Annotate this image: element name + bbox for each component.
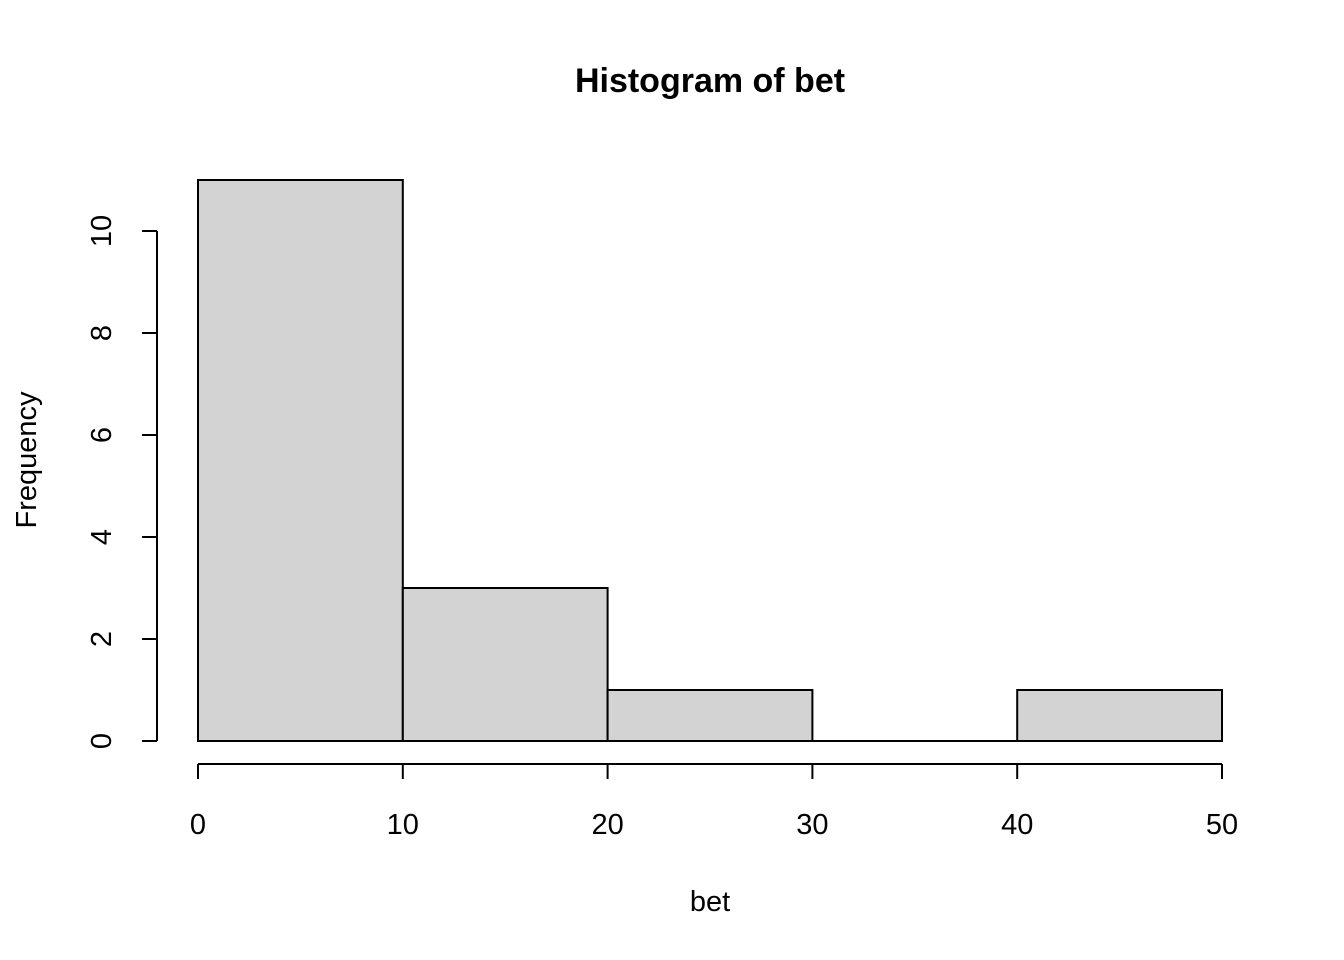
x-tick-label: 40: [1001, 809, 1033, 841]
x-tick-label: 20: [591, 809, 623, 841]
histogram-bar: [1016, 689, 1224, 742]
y-tick-label: 6: [86, 427, 118, 443]
histogram-bar: [197, 179, 404, 742]
x-tick-label: 30: [796, 809, 828, 841]
y-tick-label: 10: [86, 215, 118, 247]
y-tick-label: 0: [86, 733, 118, 749]
y-axis-label: Frequency: [11, 391, 43, 529]
x-tick-label: 10: [387, 809, 419, 841]
chart-title: Histogram of bet: [575, 62, 845, 100]
y-tick-label: 4: [86, 529, 118, 545]
x-tick-label: 50: [1206, 809, 1238, 841]
bars-group: [197, 179, 1224, 742]
x-axis: 0 10 20 30 40 50: [190, 763, 1238, 841]
x-axis-label: bet: [690, 886, 730, 918]
y-tick-label: 2: [86, 631, 118, 647]
x-tick-label: 0: [190, 809, 206, 841]
y-axis: 0 2 4 6 8 10: [86, 215, 158, 749]
histogram-bar: [606, 689, 814, 742]
histogram-bar: [401, 587, 609, 742]
y-tick-label: 8: [86, 325, 118, 341]
